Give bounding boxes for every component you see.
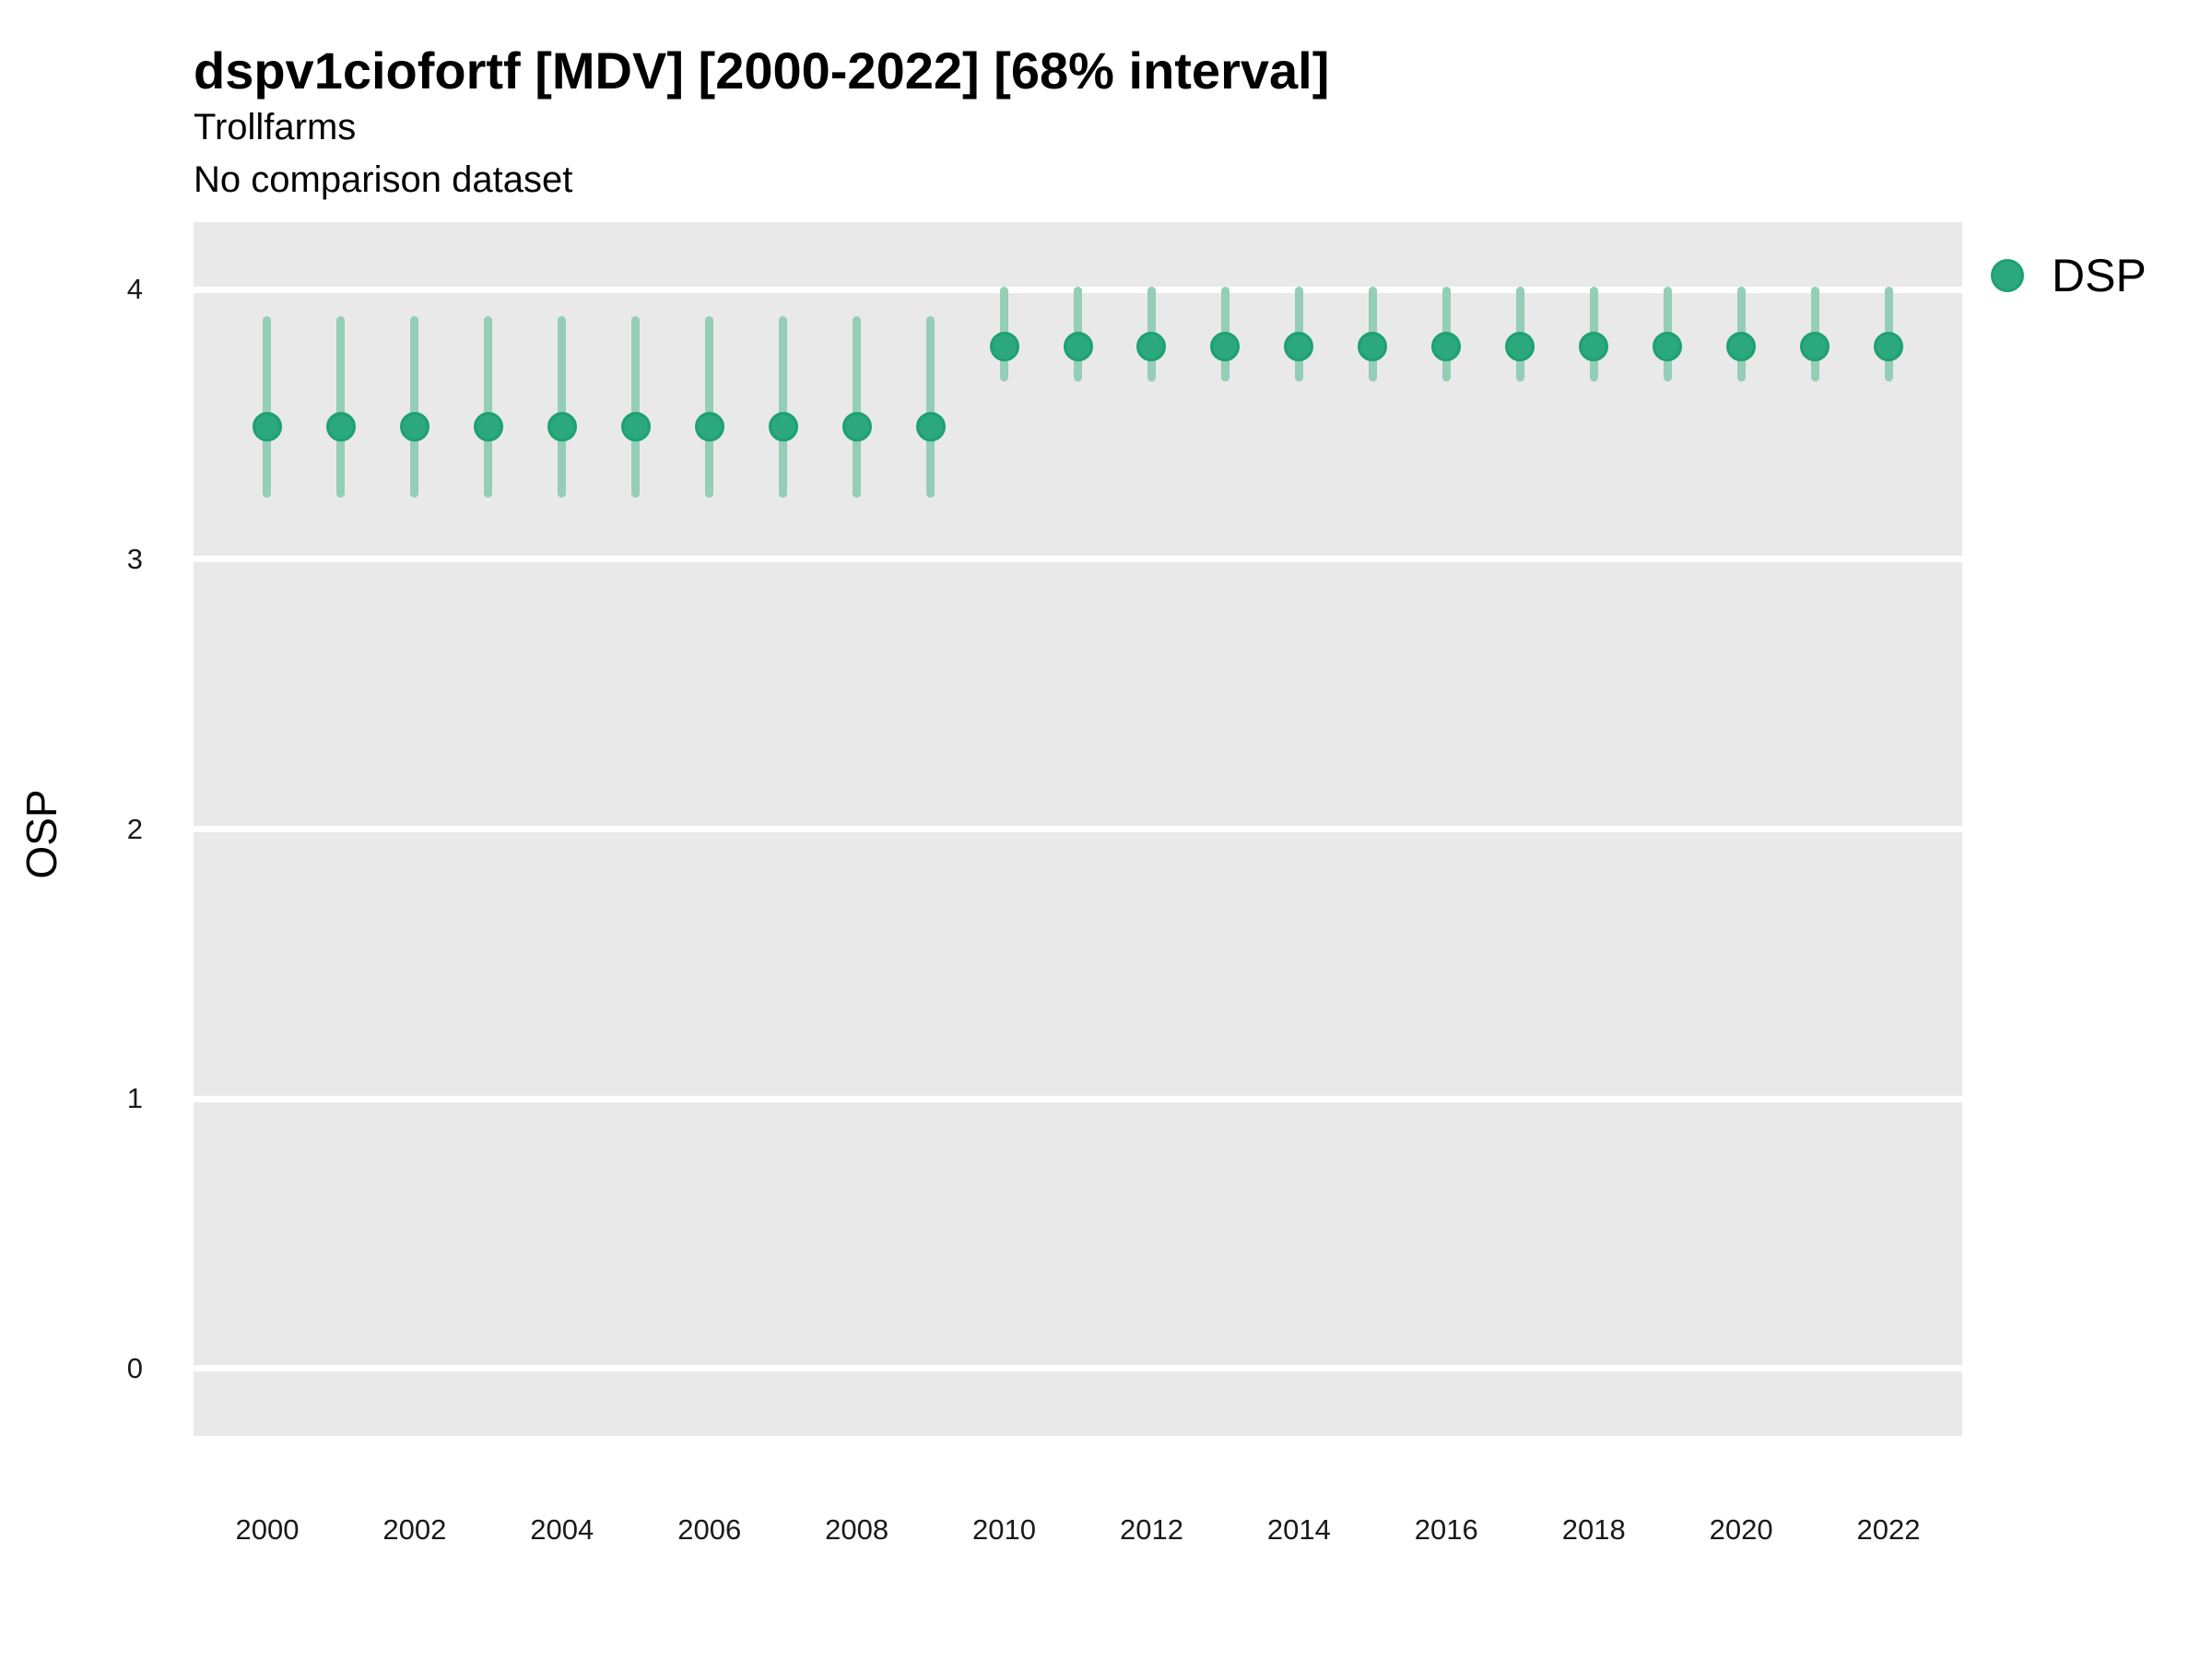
interval-bar-2002 [410,316,419,498]
y-tick-label-3: 3 [126,542,143,575]
data-point-2017 [1505,331,1535,361]
data-point-2019 [1653,331,1683,361]
legend-label: DSP [2052,250,2147,301]
interval-bar-2006 [705,316,714,498]
data-point-2022 [1874,331,1904,361]
data-point-2021 [1800,331,1830,361]
data-point-2015 [1358,331,1388,361]
interval-bar-2001 [336,316,346,498]
data-point-2001 [325,412,356,442]
data-point-2014 [1284,331,1314,361]
interval-bar-2003 [484,316,493,498]
x-tick-label-2020: 2020 [1709,1513,1773,1546]
interval-bar-2005 [631,316,641,498]
y-tick-label-0: 0 [126,1351,143,1384]
y-tick-label-2: 2 [126,812,143,845]
x-tick-label-2008: 2008 [825,1513,889,1546]
data-point-2000 [252,412,282,442]
x-tick-label-2016: 2016 [1414,1513,1478,1546]
data-point-2020 [1726,331,1757,361]
x-tick-label-2004: 2004 [530,1513,594,1546]
data-point-2002 [399,412,429,442]
data-point-2016 [1431,331,1462,361]
comparison-note: No comparison dataset [194,159,573,200]
data-point-2010 [989,331,1019,361]
x-tick-label-2014: 2014 [1266,1513,1331,1546]
data-point-2007 [768,412,798,442]
x-tick-label-2010: 2010 [972,1513,1037,1546]
data-point-2009 [915,412,946,442]
data-point-2018 [1579,331,1609,361]
interval-bar-2004 [558,316,567,498]
gridline-y-2 [194,826,1962,832]
data-point-2004 [547,412,577,442]
interval-bar-2000 [263,316,272,498]
data-point-2008 [841,412,872,442]
x-tick-label-2018: 2018 [1561,1513,1626,1546]
data-point-2005 [620,412,651,442]
data-point-2013 [1210,331,1241,361]
y-tick-label-1: 1 [126,1082,143,1115]
gridline-y-3 [194,556,1962,563]
plot-panel [194,222,1962,1436]
x-tick-label-2006: 2006 [677,1513,742,1546]
gridline-y-0 [194,1365,1962,1372]
data-point-2006 [694,412,724,442]
legend: DSP [1991,249,2147,302]
x-tick-label-2000: 2000 [235,1513,300,1546]
chart-subtitle: Trollfarms [194,107,357,147]
interval-bar-2009 [926,316,935,498]
gridline-y-1 [194,1095,1962,1102]
legend-point-swatch [1991,259,2024,292]
interval-bar-2007 [779,316,788,498]
y-tick-label-4: 4 [126,273,143,306]
x-tick-label-2012: 2012 [1119,1513,1183,1546]
data-point-2003 [473,412,503,442]
x-tick-label-2002: 2002 [382,1513,447,1546]
x-tick-label-2022: 2022 [1856,1513,1921,1546]
data-point-2011 [1063,331,1093,361]
interval-bar-2008 [853,316,862,498]
chart-title: dspv1ciofortf [MDV] [2000-2022] [68% int… [194,41,1330,100]
data-point-2012 [1136,331,1167,361]
